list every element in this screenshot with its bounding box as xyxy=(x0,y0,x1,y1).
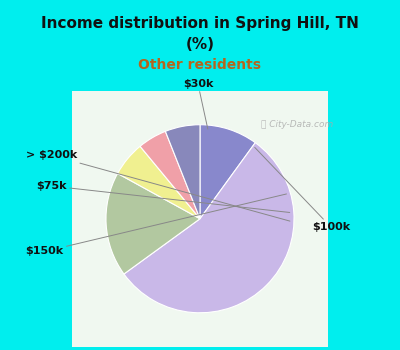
Text: $75k: $75k xyxy=(36,181,290,212)
Text: $30k: $30k xyxy=(183,79,213,129)
Text: $100k: $100k xyxy=(255,147,350,232)
Text: ⓘ City-Data.com: ⓘ City-Data.com xyxy=(261,120,333,129)
Wedge shape xyxy=(140,131,200,219)
Wedge shape xyxy=(200,125,255,219)
Wedge shape xyxy=(124,143,294,313)
Wedge shape xyxy=(118,146,200,219)
Wedge shape xyxy=(165,125,200,219)
Wedge shape xyxy=(106,174,200,274)
Text: Income distribution in Spring Hill, TN: Income distribution in Spring Hill, TN xyxy=(41,16,359,31)
FancyBboxPatch shape xyxy=(13,42,366,350)
Text: $150k: $150k xyxy=(26,194,286,257)
Text: Other residents: Other residents xyxy=(138,58,262,72)
Text: (%): (%) xyxy=(186,37,214,52)
Text: > $200k: > $200k xyxy=(26,150,290,221)
